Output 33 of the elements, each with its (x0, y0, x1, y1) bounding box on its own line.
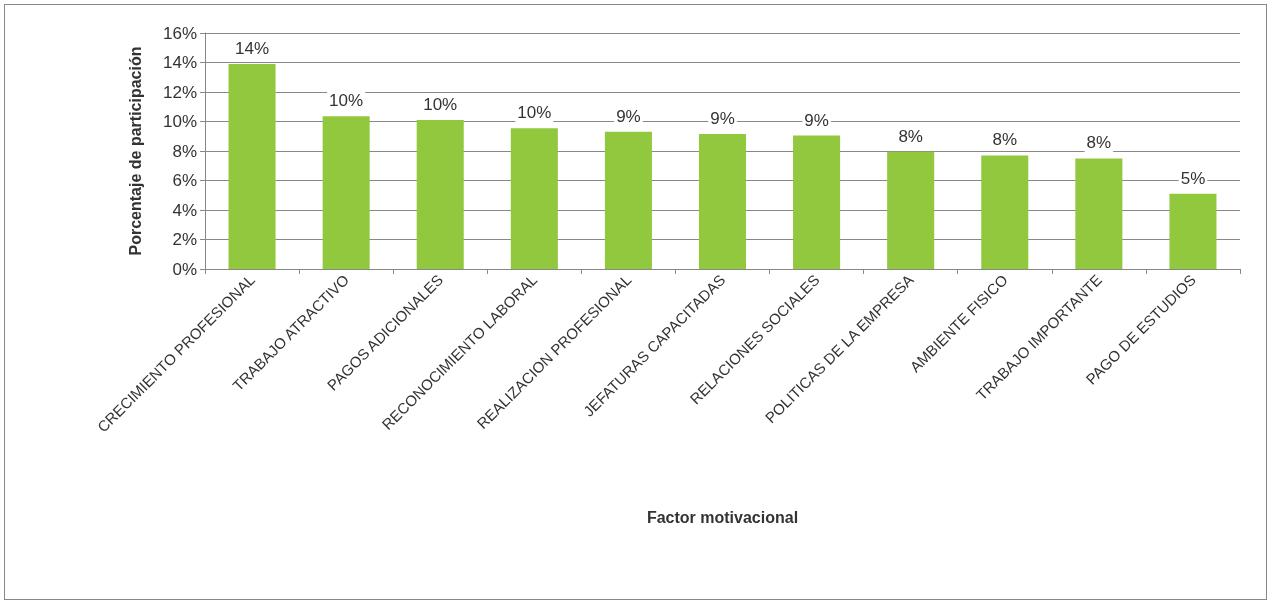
bar (228, 63, 276, 269)
y-tick-label: 6% (172, 171, 197, 190)
bar (1169, 193, 1217, 269)
y-tick-label: 8% (172, 141, 197, 161)
y-tick-label: 2% (172, 230, 197, 249)
data-label: 10% (517, 103, 552, 123)
bar (1075, 158, 1123, 269)
data-label: 14% (235, 38, 270, 58)
y-tick-label: 4% (172, 200, 197, 220)
data-label: 10% (329, 91, 364, 111)
data-label: 9% (804, 110, 829, 130)
data-label: 10% (423, 95, 458, 115)
y-tick-label: 10% (162, 112, 197, 131)
data-label: 8% (1086, 133, 1112, 153)
bar (322, 116, 370, 269)
data-label: 5% (1180, 168, 1206, 188)
bar (416, 120, 464, 269)
x-axis-title: Factor motivacional (646, 508, 799, 526)
bar (981, 155, 1029, 269)
bar (510, 128, 558, 269)
bar (604, 131, 652, 269)
bar (887, 151, 935, 269)
bar (793, 135, 841, 269)
y-tick-label: 12% (162, 82, 197, 102)
y-tick-label: 16% (162, 23, 197, 43)
y-tick-label: 0% (172, 259, 197, 279)
y-axis-title: Porcentaje de participación (126, 46, 144, 256)
data-label: 8% (898, 126, 923, 146)
y-tick-label: 14% (162, 53, 197, 72)
bar (698, 134, 747, 269)
data-label: 8% (992, 130, 1018, 150)
data-label: 9% (616, 106, 641, 126)
data-label: 9% (710, 109, 735, 129)
